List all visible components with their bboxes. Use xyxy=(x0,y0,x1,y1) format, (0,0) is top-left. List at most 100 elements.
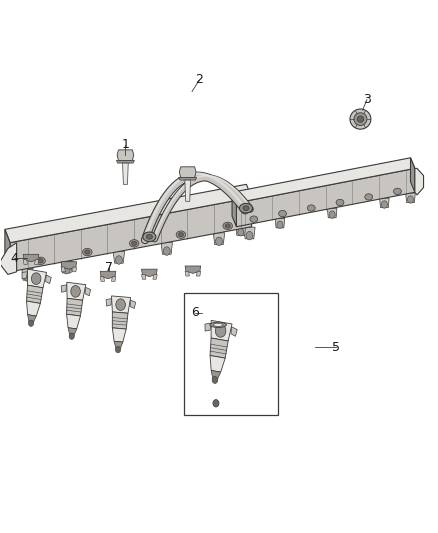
Ellipse shape xyxy=(38,259,43,263)
Circle shape xyxy=(215,237,223,246)
Polygon shape xyxy=(67,314,81,329)
Polygon shape xyxy=(161,243,173,254)
Text: 3: 3 xyxy=(363,93,371,106)
Circle shape xyxy=(69,333,74,340)
Ellipse shape xyxy=(146,235,152,239)
Polygon shape xyxy=(106,298,111,306)
Polygon shape xyxy=(61,261,72,273)
Ellipse shape xyxy=(178,232,184,237)
Polygon shape xyxy=(61,285,67,292)
Polygon shape xyxy=(117,150,134,160)
Circle shape xyxy=(28,320,34,326)
Ellipse shape xyxy=(213,323,223,326)
Polygon shape xyxy=(179,167,196,177)
Ellipse shape xyxy=(223,222,233,230)
Ellipse shape xyxy=(85,250,90,254)
Polygon shape xyxy=(5,229,10,272)
Ellipse shape xyxy=(350,109,371,129)
Circle shape xyxy=(246,231,253,240)
Ellipse shape xyxy=(354,113,367,125)
Polygon shape xyxy=(23,260,28,264)
Polygon shape xyxy=(237,168,415,227)
Polygon shape xyxy=(236,226,246,236)
Polygon shape xyxy=(406,193,415,203)
Polygon shape xyxy=(22,272,27,279)
Polygon shape xyxy=(205,324,211,331)
Ellipse shape xyxy=(225,224,230,228)
Polygon shape xyxy=(415,168,424,195)
Polygon shape xyxy=(114,341,123,349)
Polygon shape xyxy=(179,177,197,180)
Polygon shape xyxy=(68,328,77,335)
Polygon shape xyxy=(61,267,65,272)
Circle shape xyxy=(163,247,170,255)
Polygon shape xyxy=(232,158,415,203)
Text: 7: 7 xyxy=(105,261,113,274)
Circle shape xyxy=(116,299,125,311)
Ellipse shape xyxy=(243,206,249,211)
Ellipse shape xyxy=(336,199,344,206)
Polygon shape xyxy=(112,277,116,281)
Ellipse shape xyxy=(365,194,373,200)
Circle shape xyxy=(329,211,335,219)
Polygon shape xyxy=(46,275,51,284)
Polygon shape xyxy=(130,300,136,309)
Ellipse shape xyxy=(393,188,401,195)
Polygon shape xyxy=(141,274,146,279)
Circle shape xyxy=(63,265,70,274)
Circle shape xyxy=(238,229,244,236)
Polygon shape xyxy=(72,267,77,272)
Polygon shape xyxy=(5,184,252,243)
Polygon shape xyxy=(213,233,225,245)
Polygon shape xyxy=(185,271,189,276)
Polygon shape xyxy=(112,296,131,313)
Circle shape xyxy=(32,273,41,285)
Circle shape xyxy=(277,221,283,229)
Ellipse shape xyxy=(210,322,226,327)
Polygon shape xyxy=(275,219,285,228)
Polygon shape xyxy=(112,312,128,329)
Circle shape xyxy=(407,196,413,203)
Polygon shape xyxy=(23,254,39,262)
Polygon shape xyxy=(85,287,91,296)
Circle shape xyxy=(215,325,226,337)
Polygon shape xyxy=(210,338,228,358)
Polygon shape xyxy=(196,271,201,276)
Text: 5: 5 xyxy=(332,341,339,353)
Polygon shape xyxy=(27,285,43,303)
Circle shape xyxy=(24,273,31,281)
Ellipse shape xyxy=(240,204,253,213)
Polygon shape xyxy=(61,262,77,269)
Polygon shape xyxy=(67,282,86,300)
Ellipse shape xyxy=(143,232,156,241)
Polygon shape xyxy=(185,180,191,201)
Polygon shape xyxy=(10,198,252,272)
Polygon shape xyxy=(27,301,40,316)
Polygon shape xyxy=(28,269,46,288)
Ellipse shape xyxy=(129,240,139,247)
Polygon shape xyxy=(100,271,116,279)
Circle shape xyxy=(116,346,120,353)
Polygon shape xyxy=(185,266,201,273)
Polygon shape xyxy=(153,274,157,279)
Polygon shape xyxy=(211,320,232,341)
Polygon shape xyxy=(0,243,17,274)
Polygon shape xyxy=(100,277,105,281)
Circle shape xyxy=(71,286,80,297)
Polygon shape xyxy=(380,198,389,208)
Text: 6: 6 xyxy=(191,306,199,319)
Text: 1: 1 xyxy=(121,138,129,151)
Circle shape xyxy=(381,201,388,208)
Ellipse shape xyxy=(176,231,186,238)
Circle shape xyxy=(116,256,122,264)
Polygon shape xyxy=(112,328,126,342)
Polygon shape xyxy=(123,163,128,184)
Ellipse shape xyxy=(36,257,46,264)
Polygon shape xyxy=(410,158,415,192)
Polygon shape xyxy=(244,227,255,239)
Text: 4: 4 xyxy=(11,252,18,264)
Text: 2: 2 xyxy=(195,74,203,86)
Ellipse shape xyxy=(82,248,92,256)
Circle shape xyxy=(212,376,218,383)
Polygon shape xyxy=(35,260,39,264)
